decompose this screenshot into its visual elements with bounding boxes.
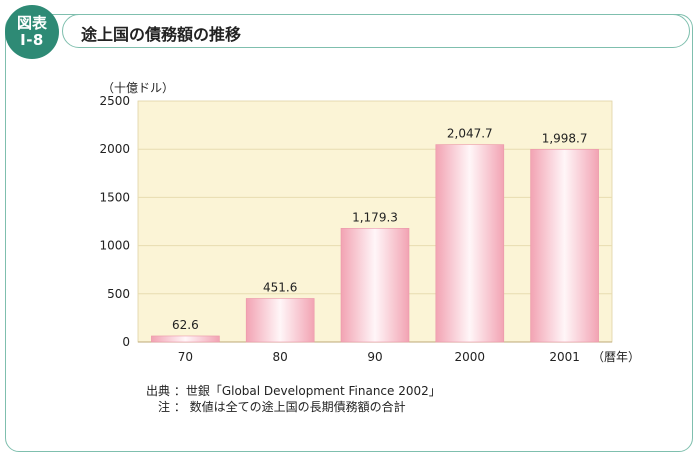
y-tick-label: 1000 (99, 239, 130, 253)
bar-value-labels: 62.6 451.6 1,179.3 2,047.7 1,998.7 (172, 127, 587, 332)
bar-70 (151, 335, 220, 343)
bars (151, 144, 599, 343)
x-tick-label: 70 (178, 350, 193, 364)
y-tick-label: 1500 (99, 190, 130, 204)
bar-value-label: 451.6 (263, 280, 297, 294)
bar-value-label: 62.6 (172, 318, 199, 332)
bar-80 (245, 298, 315, 343)
source-note: 出典 ：世銀「Global Development Finance 2002」 (146, 384, 441, 398)
x-tick-label: 90 (367, 350, 382, 364)
y-tick-label: 0 (122, 335, 130, 349)
x-tick-label: 2000 (455, 350, 486, 364)
y-tick-label: 2000 (99, 142, 130, 156)
bar-2001 (530, 149, 599, 343)
bar-value-label: 1,998.7 (542, 131, 588, 145)
y-axis-unit-label: （十億ドル） (102, 81, 174, 95)
y-tick-label: 2500 (99, 94, 130, 108)
bar-value-label: 2,047.7 (447, 127, 493, 141)
title-bar: 途上国の債務額の推移 (62, 14, 690, 48)
bar-value-label: 1,179.3 (352, 210, 398, 224)
bar-90 (340, 228, 410, 343)
x-axis-ticks: 70 80 90 2000 2001 (178, 350, 580, 364)
bar-2000 (435, 144, 505, 343)
data-note: 注 ： 数値は全ての途上国の長期債務額の合計 (146, 400, 406, 414)
badge-label: 図表 (16, 14, 47, 32)
y-tick-label: 500 (107, 287, 130, 301)
figure-badge: 図表 Ⅰ-8 (5, 5, 59, 59)
x-axis-unit-label: （暦年） (592, 350, 640, 364)
x-tick-label: 80 (273, 350, 288, 364)
chart-title: 途上国の債務額の推移 (81, 25, 242, 44)
badge-number: Ⅰ-8 (20, 31, 44, 49)
x-tick-label: 2001 (549, 350, 580, 364)
footnotes: 出典 ：世銀「Global Development Finance 2002」 … (146, 383, 441, 415)
y-axis-ticks: 0 500 1000 1500 2000 2500 (99, 94, 130, 349)
